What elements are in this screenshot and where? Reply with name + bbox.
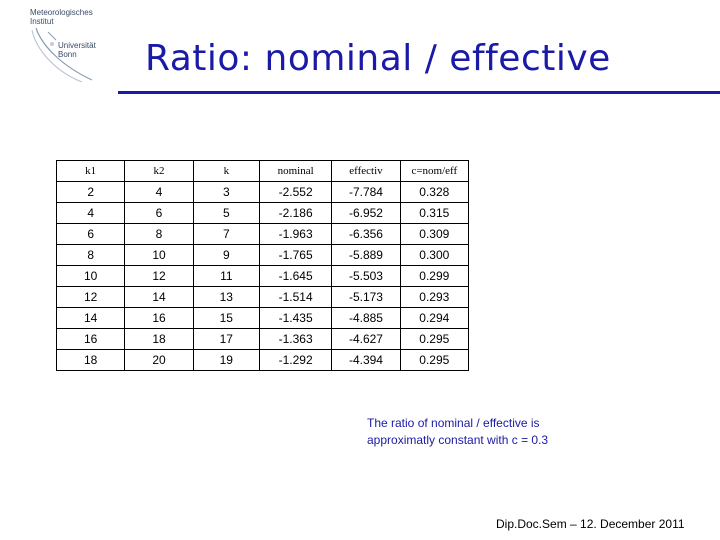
conclusion-note: The ratio of nominal / effective is appr… (367, 415, 667, 449)
table-header-row: k1 k2 k nominal effectiv c=nom/eff (55, 160, 470, 182)
table-row: 2 4 3 -2.552 -7.784 0.328 (55, 181, 470, 203)
slide-title: Ratio: nominal / effective (145, 38, 611, 79)
cell-k: 13 (192, 286, 260, 308)
table-row: 10 12 11 -1.645 -5.503 0.299 (55, 265, 470, 287)
table-row: 18 20 19 -1.292 -4.394 0.295 (55, 349, 470, 371)
cell-nominal: -2.552 (258, 181, 333, 203)
cell-k2: 16 (124, 307, 194, 329)
slide-footer: Dip.Doc.Sem – 12. December 2011 (496, 517, 685, 531)
header-k2: k2 (124, 160, 194, 182)
cell-nominal: -1.765 (258, 244, 333, 266)
cell-k: 3 (192, 181, 260, 203)
cell-effective: -5.503 (331, 265, 401, 287)
ratio-table: k1 k2 k nominal effectiv c=nom/eff 2 4 3… (55, 160, 470, 371)
cell-effective: -4.627 (331, 328, 401, 350)
header-ratio: c=nom/eff (399, 160, 470, 182)
cell-nominal: -1.645 (258, 265, 333, 287)
cell-k2: 10 (124, 244, 194, 266)
cell-k1: 18 (55, 349, 126, 371)
cell-nominal: -1.514 (258, 286, 333, 308)
cell-k1: 4 (55, 202, 126, 224)
cell-k1: 8 (55, 244, 126, 266)
cell-nominal: -1.292 (258, 349, 333, 371)
cell-ratio: 0.295 (399, 349, 470, 371)
header-k1: k1 (55, 160, 126, 182)
cell-k: 9 (192, 244, 260, 266)
table-row: 4 6 5 -2.186 -6.952 0.315 (55, 202, 470, 224)
cell-effective: -4.394 (331, 349, 401, 371)
table-row: 12 14 13 -1.514 -5.173 0.293 (55, 286, 470, 308)
title-divider (118, 91, 720, 94)
table-row: 8 10 9 -1.765 -5.889 0.300 (55, 244, 470, 266)
table-row: 14 16 15 -1.435 -4.885 0.294 (55, 307, 470, 329)
cell-ratio: 0.299 (399, 265, 470, 287)
cell-k: 19 (192, 349, 260, 371)
cell-effective: -5.173 (331, 286, 401, 308)
cell-ratio: 0.294 (399, 307, 470, 329)
logo-line-4: Bonn (58, 50, 77, 59)
cell-k2: 14 (124, 286, 194, 308)
cell-effective: -7.784 (331, 181, 401, 203)
header-k: k (192, 160, 260, 182)
cell-k2: 12 (124, 265, 194, 287)
header-nominal: nominal (258, 160, 333, 182)
table-row: 16 18 17 -1.363 -4.627 0.295 (55, 328, 470, 350)
cell-k1: 16 (55, 328, 126, 350)
logo-swoosh-icon (31, 27, 93, 82)
table-row: 6 8 7 -1.963 -6.356 0.309 (55, 223, 470, 245)
cell-k: 7 (192, 223, 260, 245)
logo-line-3: Universität (58, 41, 96, 50)
cell-k1: 2 (55, 181, 126, 203)
note-line-2: approximatly constant with c = 0.3 (367, 433, 549, 447)
header-effective: effectiv (331, 160, 401, 182)
cell-ratio: 0.295 (399, 328, 470, 350)
cell-nominal: -1.363 (258, 328, 333, 350)
cell-k: 5 (192, 202, 260, 224)
logo-line-1: Meteorologisches (30, 8, 93, 17)
note-line-1: The ratio of nominal / effective is (367, 416, 540, 430)
cell-effective: -6.952 (331, 202, 401, 224)
cell-k: 11 (192, 265, 260, 287)
cell-effective: -4.885 (331, 307, 401, 329)
cell-k1: 12 (55, 286, 126, 308)
cell-k1: 14 (55, 307, 126, 329)
cell-ratio: 0.328 (399, 181, 470, 203)
cell-ratio: 0.293 (399, 286, 470, 308)
cell-ratio: 0.309 (399, 223, 470, 245)
institute-logo: Meteorologisches Institut Universität Bo… (22, 2, 118, 82)
cell-ratio: 0.300 (399, 244, 470, 266)
cell-k1: 10 (55, 265, 126, 287)
cell-nominal: -1.963 (258, 223, 333, 245)
cell-effective: -5.889 (331, 244, 401, 266)
cell-nominal: -1.435 (258, 307, 333, 329)
cell-k2: 18 (124, 328, 194, 350)
cell-k1: 6 (55, 223, 126, 245)
cell-k2: 8 (124, 223, 194, 245)
cell-k2: 6 (124, 202, 194, 224)
logo-line-2: Institut (30, 17, 54, 26)
cell-k: 15 (192, 307, 260, 329)
cell-nominal: -2.186 (258, 202, 333, 224)
cell-k: 17 (192, 328, 260, 350)
cell-ratio: 0.315 (399, 202, 470, 224)
cell-k2: 4 (124, 181, 194, 203)
cell-effective: -6.356 (331, 223, 401, 245)
cell-k2: 20 (124, 349, 194, 371)
